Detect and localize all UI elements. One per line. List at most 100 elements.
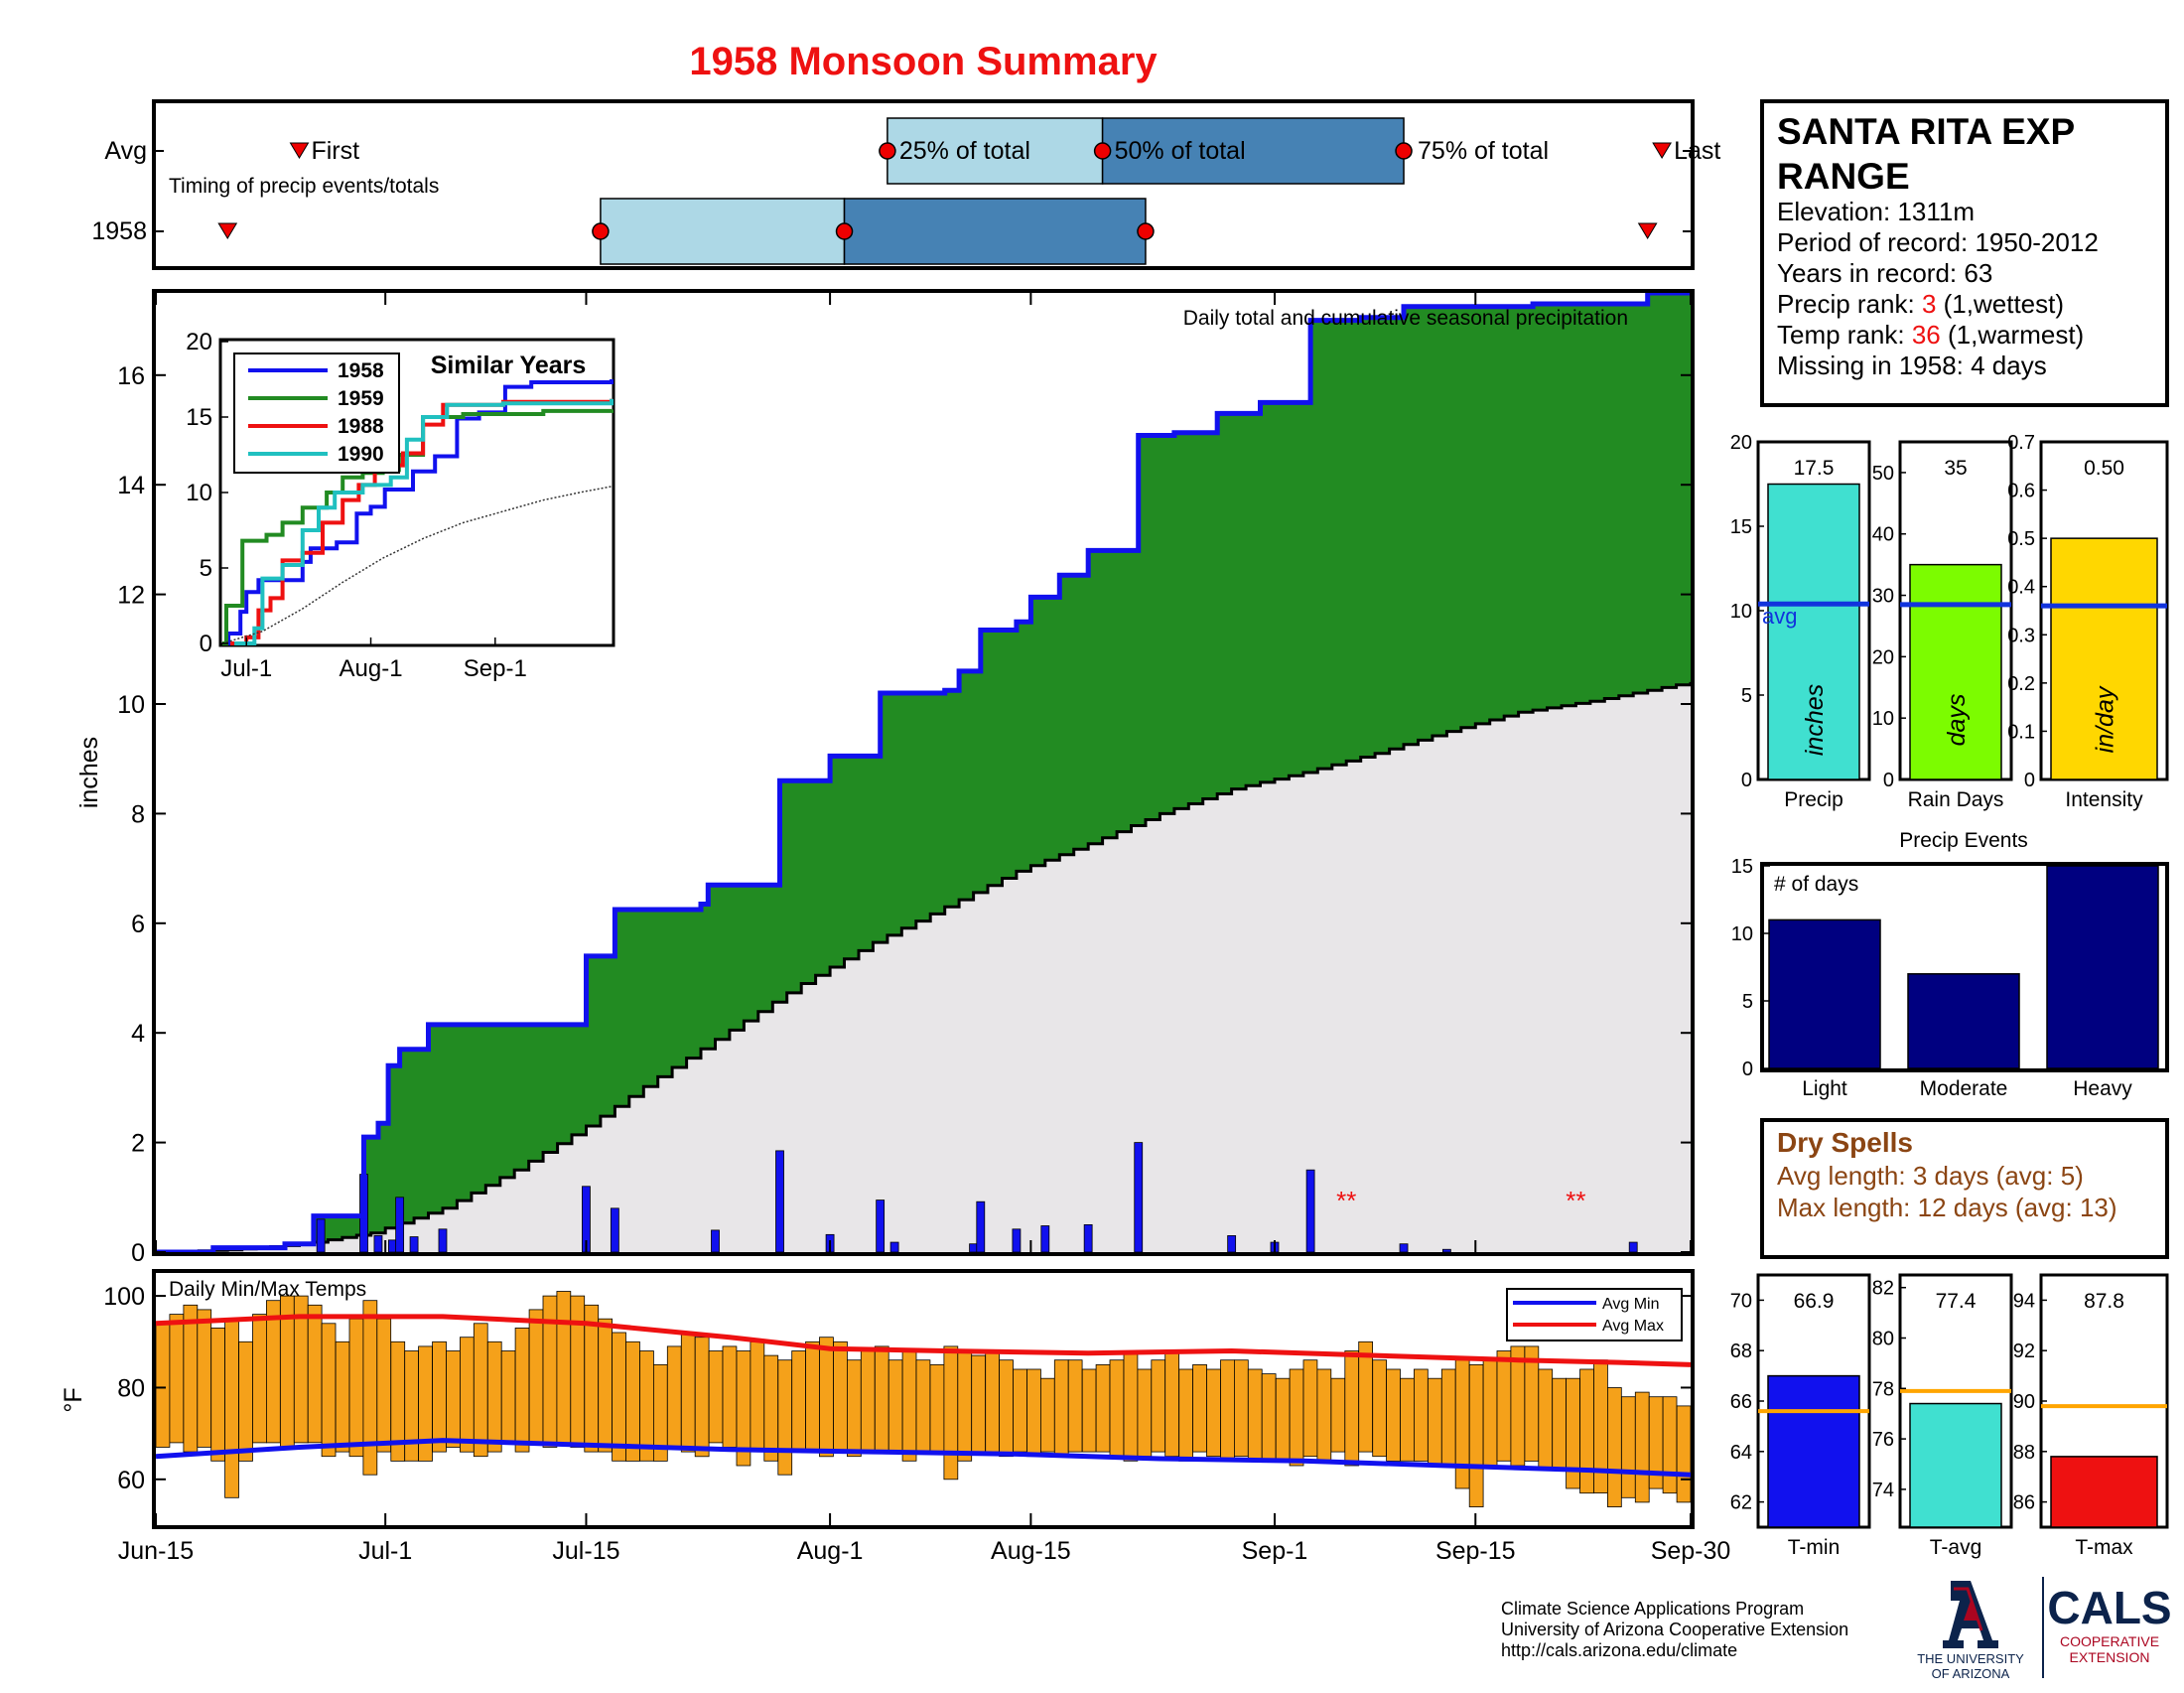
main-y-tick-label-2: 4 xyxy=(131,1020,145,1048)
daily-temp-bar-37 xyxy=(666,1345,682,1448)
daily-temp-bar-7 xyxy=(252,1314,267,1444)
temp-panel-1-bar xyxy=(1909,1402,2002,1528)
daily-temp-bar-44 xyxy=(763,1354,779,1462)
daily-temp-bar-64 xyxy=(1040,1377,1055,1453)
main-y-tick-label-8: 16 xyxy=(117,362,145,390)
daily-temp-bar-90 xyxy=(1400,1377,1415,1462)
total-panel-1-unit: days xyxy=(1943,694,1971,747)
daily-temp-bar-105 xyxy=(1607,1387,1622,1507)
cals-sub-line1: COOPERATIVE xyxy=(2060,1633,2159,1649)
events-y-tick-label-3: 15 xyxy=(1731,856,1753,878)
university-of-arizona-logo: THE UNIVERSITY OF ARIZONA xyxy=(1917,1581,2024,1681)
daily-temp-bar-107 xyxy=(1634,1391,1650,1503)
x-tick-label-1: Jul-1 xyxy=(358,1537,412,1565)
season-totals-panels: 17.5 inches Precip 0 5 10 15 20 avg 35 days Rain Da… xyxy=(1730,432,2169,811)
daily-temp-bar-48 xyxy=(819,1337,834,1458)
daily-temp-bar-93 xyxy=(1440,1368,1456,1467)
daily-precip-bar-23 xyxy=(1399,1243,1409,1253)
inset-series-avg-line xyxy=(221,486,613,644)
dry-spells-avg: Avg length: 3 days (avg: 5) xyxy=(1777,1161,2084,1191)
inset-legend-label-1958: 1958 xyxy=(338,359,384,382)
daily-temp-bar-54 xyxy=(901,1350,917,1462)
total-panel-2-tick-label-3: 0.3 xyxy=(2007,625,2035,646)
total-panel-1-label: Rain Days xyxy=(1908,788,2004,811)
events-y-tick-label-2: 10 xyxy=(1731,923,1753,945)
daily-temp-bar-26 xyxy=(514,1328,530,1453)
event-bar-light xyxy=(1768,918,1881,1069)
temp-panel-1-tick-label-4: 82 xyxy=(1872,1278,1894,1300)
total-panel-1-tick-label-5: 50 xyxy=(1872,463,1894,485)
inset-series-1990-line xyxy=(234,398,614,645)
daily-temp-bar-11 xyxy=(307,1304,323,1444)
timing-avg-q25-dot xyxy=(879,142,896,160)
figure-title: 1958 Monsoon Summary xyxy=(689,40,1158,83)
daily-temp-bar-98 xyxy=(1510,1345,1526,1467)
inset-y-tick-label-3: 15 xyxy=(186,404,212,431)
daily-temp-bar-28 xyxy=(542,1295,558,1448)
daily-precip-bar-14 xyxy=(969,1243,978,1253)
timing-year-q50-dot xyxy=(835,222,854,240)
daily-temp-bar-49 xyxy=(833,1340,848,1453)
timing-avg-q50-dot xyxy=(1093,142,1112,160)
temp-panel-2-label: T-max xyxy=(2075,1536,2133,1559)
footer-line-2: University of Arizona Cooperative Extens… xyxy=(1501,1620,1849,1639)
footer-line-1: Climate Science Applications Program xyxy=(1501,1599,1805,1619)
total-panel-2-tick-label-5: 0.5 xyxy=(2007,528,2035,550)
daily-temp-bar-29 xyxy=(556,1291,572,1444)
daily-temp-bar-21 xyxy=(446,1350,461,1448)
daily-temp-bar-56 xyxy=(929,1364,945,1453)
temp-panel-0-bar xyxy=(1767,1374,1860,1528)
total-panel-2-tick-label-7: 0.7 xyxy=(2007,432,2035,454)
footer-line-3: http://cals.arizona.edu/climate xyxy=(1501,1640,1738,1660)
timing-year-q25-q50-box xyxy=(600,198,846,265)
dry-spells-title: Dry Spells xyxy=(1777,1127,1913,1158)
daily-temp-bar-62 xyxy=(1013,1368,1027,1453)
temp-panel-2-value: 87.8 xyxy=(2084,1290,2124,1313)
daily-temp-bar-68 xyxy=(1095,1364,1111,1453)
daily-temp-bar-34 xyxy=(625,1340,640,1462)
logos: THE UNIVERSITY OF ARIZONA CALS COOPERATI… xyxy=(1917,1577,2172,1681)
legend-avg-min: Avg Min xyxy=(1602,1296,1660,1313)
event-bar-moderate xyxy=(1907,973,2020,1069)
daily-temp-bar-63 xyxy=(1026,1368,1041,1458)
event-bar-heavy xyxy=(2046,865,2159,1069)
daily-temp-bar-3 xyxy=(197,1309,212,1448)
total-panel-2-tick-label-6: 0.6 xyxy=(2007,481,2035,502)
daily-temp-bar-58 xyxy=(957,1350,973,1462)
main-y-tick-label-6: 12 xyxy=(117,582,145,610)
timing-subtitle: Timing of precip events/totals xyxy=(169,175,439,198)
temps-y-tick-label-1: 80 xyxy=(117,1374,145,1402)
daily-temp-bar-27 xyxy=(528,1309,544,1444)
temp-panel-2-tick-label-4: 94 xyxy=(2013,1290,2035,1312)
temp-panel-1-tick-label-2: 78 xyxy=(1872,1378,1894,1400)
total-panel-2-label: Intensity xyxy=(2065,788,2143,811)
timing-row-avg: Avg xyxy=(104,137,147,165)
daily-temp-bar-0 xyxy=(155,1323,171,1448)
daily-temp-bar-2 xyxy=(183,1304,199,1453)
total-panel-1-tick-label-3: 30 xyxy=(1872,586,1894,608)
daily-precip-bar-8 xyxy=(610,1207,619,1253)
daily-temp-bar-66 xyxy=(1067,1359,1083,1453)
daily-precip-bar-17 xyxy=(1040,1225,1050,1253)
cumulative-avg-area xyxy=(156,681,1691,1252)
total-panel-2-unit: in/day xyxy=(2092,685,2119,753)
station-frame xyxy=(1760,99,2169,407)
station-info: SANTA RITA EXP RANGE Elevation: 1311m Per… xyxy=(1760,99,2169,407)
daily-temp-bar-59 xyxy=(971,1354,987,1453)
daily-precip-bar-13 xyxy=(889,1241,899,1253)
daily-temp-bar-8 xyxy=(265,1300,281,1444)
station-name: SANTA RITA EXP RANGE xyxy=(1777,111,2075,197)
total-panel-0-tick-label-2: 10 xyxy=(1730,601,1752,623)
daily-temp-bar-31 xyxy=(584,1304,600,1453)
temp-panel-2-tick-label-1: 88 xyxy=(2013,1442,2035,1464)
daily-temp-bar-76 xyxy=(1206,1368,1221,1458)
daily-precip-bar-20 xyxy=(1227,1235,1237,1253)
total-panel-avg-label: avg xyxy=(1762,604,1797,629)
dry-spells-frame xyxy=(1760,1118,2169,1259)
inset-x-tick-label-2: Sep-1 xyxy=(464,655,527,682)
daily-temp-bar-13 xyxy=(335,1340,350,1453)
daily-temp-bar-12 xyxy=(321,1323,337,1458)
daily-temp-bar-97 xyxy=(1496,1350,1512,1462)
daily-temp-bar-78 xyxy=(1234,1359,1249,1458)
daily-temp-bar-110 xyxy=(1676,1405,1692,1503)
